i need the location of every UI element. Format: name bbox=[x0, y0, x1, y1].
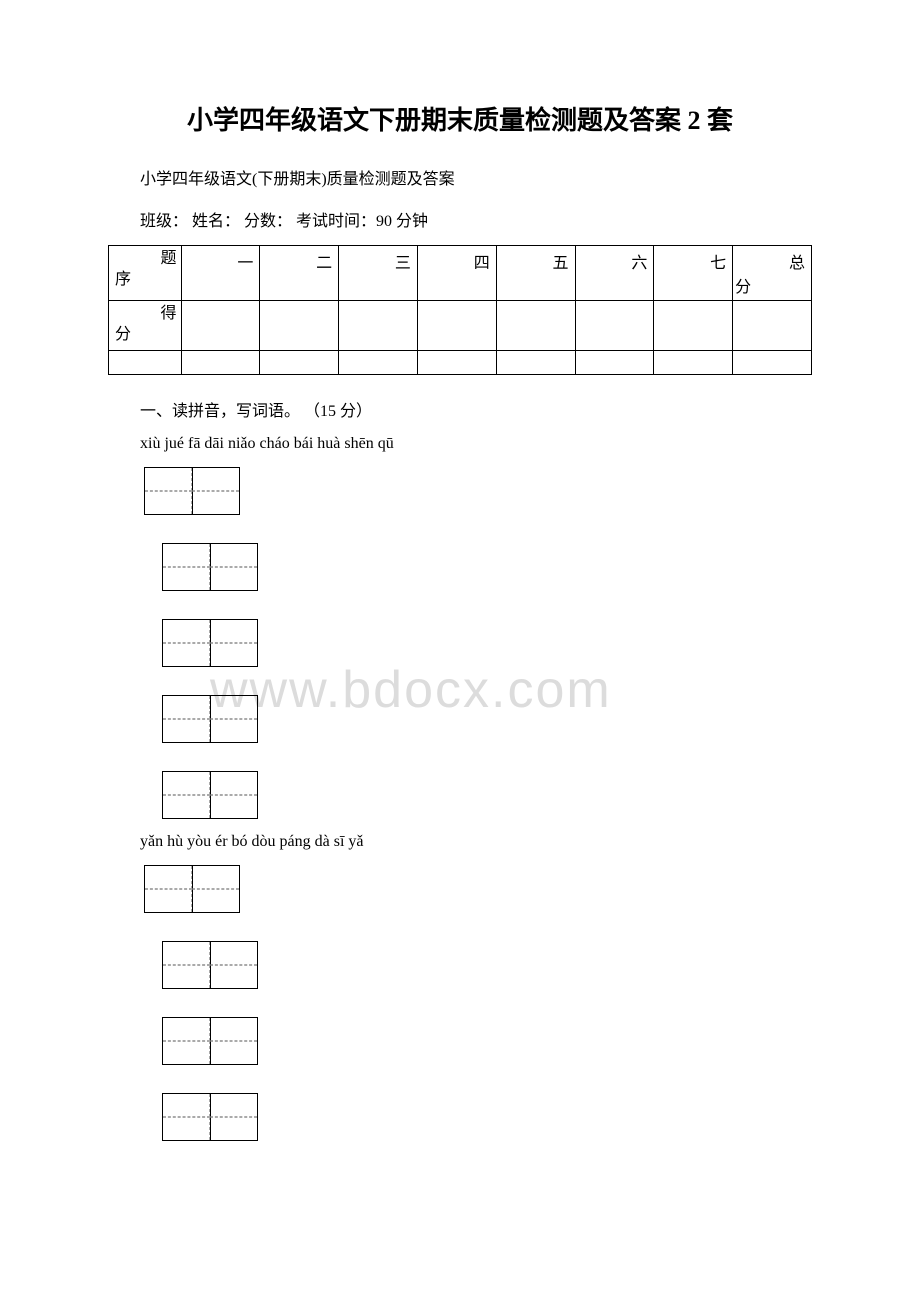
header-label-cell: 题 序 bbox=[109, 246, 182, 301]
score-label-top: 得 bbox=[113, 304, 181, 325]
col-6: 六 bbox=[575, 246, 654, 301]
empty-3 bbox=[260, 351, 339, 375]
char-grid-4 bbox=[162, 695, 258, 743]
empty-4 bbox=[339, 351, 418, 375]
char-grid-9 bbox=[162, 1093, 258, 1141]
score-label-cell: 得 分 bbox=[109, 301, 182, 351]
char-grid-5 bbox=[162, 771, 258, 819]
char-grid-6 bbox=[144, 865, 240, 913]
pinyin-line-1: xiù jué fā dāi niǎo cháo bái huà shēn qū bbox=[108, 435, 812, 453]
score-table-score-row: 得 分 bbox=[109, 301, 812, 351]
score-total bbox=[733, 301, 812, 351]
col-2: 二 bbox=[260, 246, 339, 301]
document-content: 小学四年级语文下册期末质量检测题及答案 2 套 小学四年级语文(下册期末)质量检… bbox=[108, 100, 812, 1141]
score-1 bbox=[181, 301, 260, 351]
col-4: 四 bbox=[417, 246, 496, 301]
score-5 bbox=[496, 301, 575, 351]
score-3 bbox=[339, 301, 418, 351]
empty-7 bbox=[575, 351, 654, 375]
col-7: 七 bbox=[654, 246, 733, 301]
label-bottom: 序 bbox=[113, 270, 181, 291]
total-cell: 总 分 bbox=[733, 246, 812, 301]
score-7 bbox=[654, 301, 733, 351]
score-4 bbox=[417, 301, 496, 351]
pinyin-line-2: yǎn hù yòu ér bó dòu páng dà sī yǎ bbox=[108, 833, 812, 851]
char-grid-2 bbox=[162, 543, 258, 591]
col-3: 三 bbox=[339, 246, 418, 301]
score-label-bottom: 分 bbox=[113, 325, 181, 346]
info-line: 班级： 姓名： 分数： 考试时间：90 分钟 bbox=[108, 207, 812, 231]
section-1-heading: 一、读拼音，写词语。 （15 分） bbox=[108, 397, 812, 421]
score-2 bbox=[260, 301, 339, 351]
char-grid-3 bbox=[162, 619, 258, 667]
empty-2 bbox=[181, 351, 260, 375]
empty-8 bbox=[654, 351, 733, 375]
subtitle: 小学四年级语文(下册期末)质量检测题及答案 bbox=[108, 165, 812, 189]
score-table: 题 序 一 二 三 四 五 六 七 总 分 得 分 bbox=[108, 245, 812, 375]
score-table-header-row: 题 序 一 二 三 四 五 六 七 总 分 bbox=[109, 246, 812, 301]
col-1: 一 bbox=[181, 246, 260, 301]
total-bottom: 分 bbox=[733, 273, 805, 297]
empty-1 bbox=[109, 351, 182, 375]
empty-6 bbox=[496, 351, 575, 375]
total-top: 总 bbox=[733, 249, 805, 273]
page-title: 小学四年级语文下册期末质量检测题及答案 2 套 bbox=[108, 100, 812, 137]
empty-9 bbox=[733, 351, 812, 375]
label-top: 题 bbox=[113, 249, 181, 270]
empty-5 bbox=[417, 351, 496, 375]
char-grid-7 bbox=[162, 941, 258, 989]
score-table-empty-row bbox=[109, 351, 812, 375]
char-grid-8 bbox=[162, 1017, 258, 1065]
char-grid-1 bbox=[144, 467, 240, 515]
col-5: 五 bbox=[496, 246, 575, 301]
score-6 bbox=[575, 301, 654, 351]
